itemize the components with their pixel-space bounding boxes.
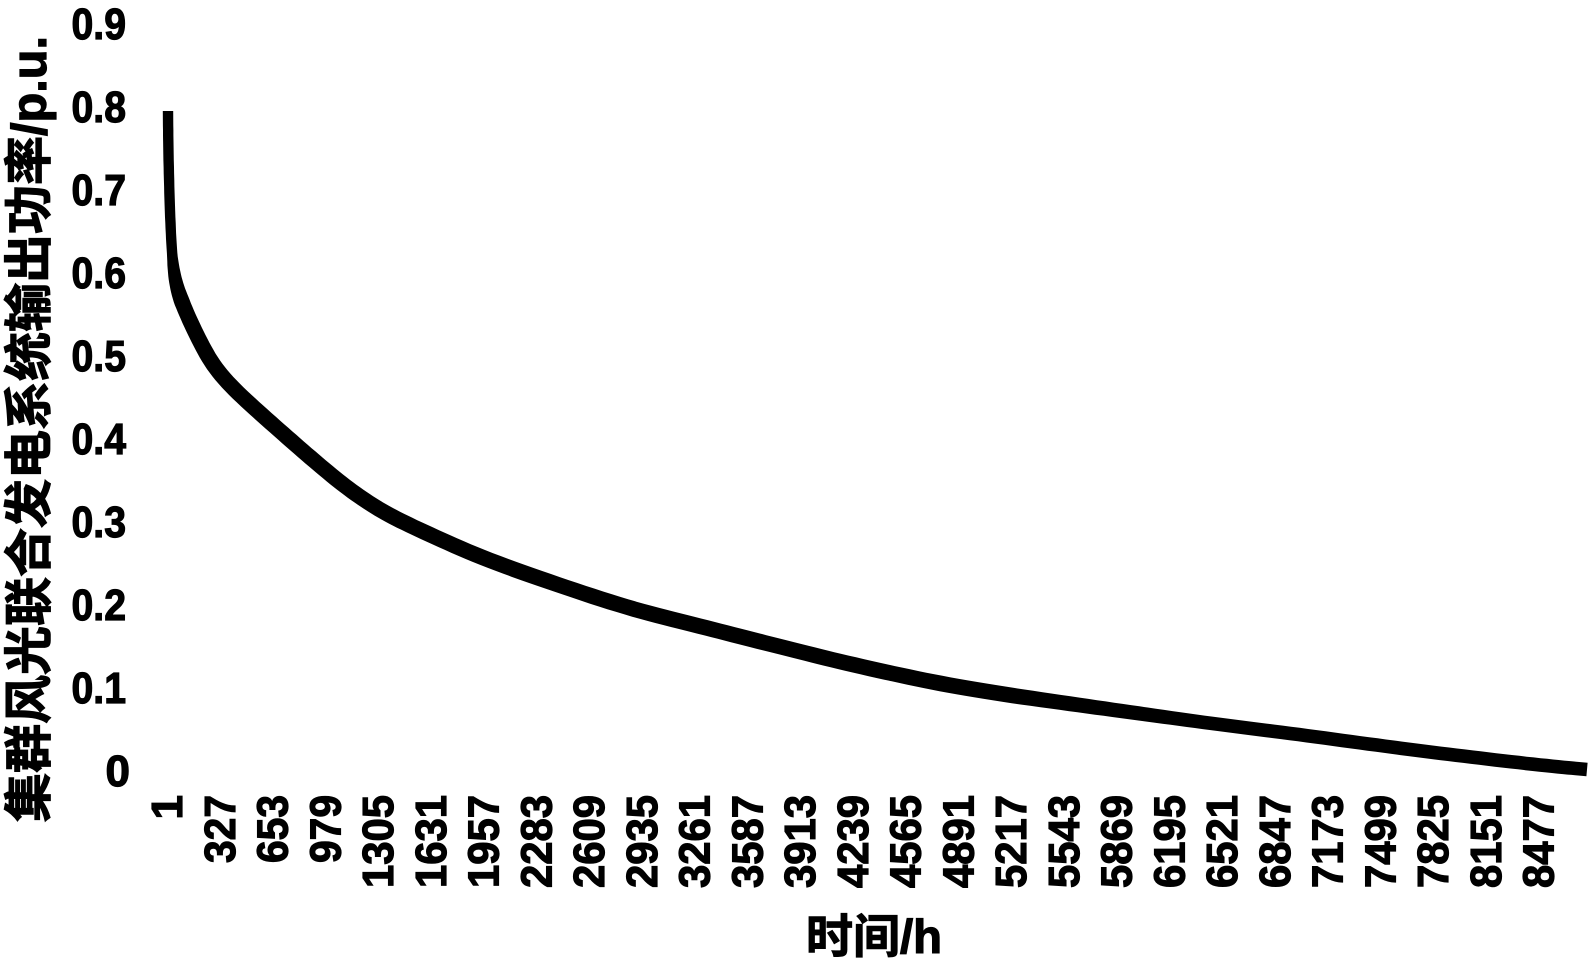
svg-text:327: 327 <box>196 795 245 863</box>
svg-text:1: 1 <box>143 795 192 819</box>
svg-text:3913: 3913 <box>776 795 825 888</box>
svg-text:3261: 3261 <box>671 795 720 888</box>
svg-text:5869: 5869 <box>1093 795 1142 888</box>
svg-text:0.3: 0.3 <box>72 498 127 547</box>
svg-text:0.1: 0.1 <box>72 664 127 713</box>
svg-text:8477: 8477 <box>1515 795 1564 888</box>
svg-text:2609: 2609 <box>565 795 614 888</box>
svg-text:1957: 1957 <box>460 795 509 888</box>
svg-text:5217: 5217 <box>987 795 1036 888</box>
svg-text:/p.u.: /p.u. <box>3 36 57 136</box>
svg-text:5543: 5543 <box>1040 795 1089 888</box>
svg-text:2935: 2935 <box>618 795 667 888</box>
svg-text:0.2: 0.2 <box>72 581 127 630</box>
svg-text:0.5: 0.5 <box>72 332 127 381</box>
svg-text:4239: 4239 <box>829 795 878 888</box>
svg-text:4891: 4891 <box>934 795 983 888</box>
svg-text:0: 0 <box>106 747 130 796</box>
svg-text:1305: 1305 <box>354 795 403 888</box>
svg-text:0.6: 0.6 <box>72 249 127 298</box>
svg-text:6521: 6521 <box>1198 795 1247 888</box>
svg-text:653: 653 <box>249 795 298 863</box>
svg-text:979: 979 <box>301 795 350 863</box>
svg-text:6847: 6847 <box>1251 795 1300 888</box>
svg-text:7499: 7499 <box>1356 795 1405 888</box>
svg-text:8151: 8151 <box>1462 795 1511 888</box>
svg-text:7173: 7173 <box>1304 795 1353 888</box>
svg-text:2283: 2283 <box>512 795 561 888</box>
svg-text:6195: 6195 <box>1145 795 1194 888</box>
svg-text:0.7: 0.7 <box>72 166 127 215</box>
svg-text:7825: 7825 <box>1409 795 1458 888</box>
svg-text:0.4: 0.4 <box>72 415 127 464</box>
svg-text:0.9: 0.9 <box>72 0 127 49</box>
svg-text:/h: /h <box>900 910 942 963</box>
svg-text:3587: 3587 <box>723 795 772 888</box>
svg-text:0.8: 0.8 <box>72 83 127 132</box>
svg-text:4565: 4565 <box>882 795 931 888</box>
svg-text:1631: 1631 <box>407 795 456 888</box>
